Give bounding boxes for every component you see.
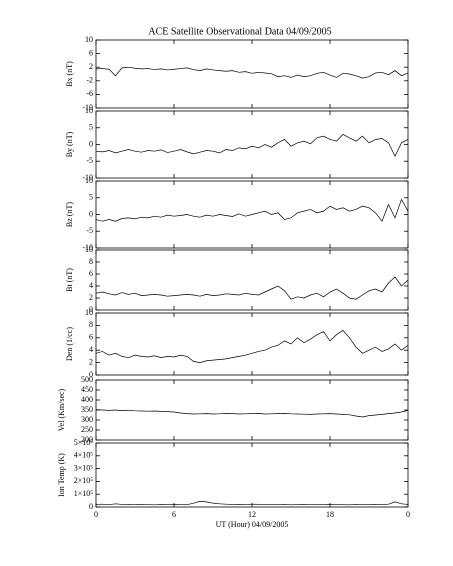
plot-frame: [95, 442, 409, 508]
y-tick-label: -10: [82, 173, 93, 182]
y-axis-label: Bx (nT): [65, 61, 74, 87]
y-tick-label: 350: [81, 405, 93, 414]
y-axis-label: Vel (Km/sec): [57, 388, 66, 431]
y-tick-label: -5: [86, 226, 93, 235]
y-tick-label: 10: [85, 106, 93, 115]
y-tick-label: 1×10⁵: [74, 489, 94, 498]
y-tick-label: 250: [81, 425, 93, 434]
y-tick-label: 8: [89, 257, 93, 266]
data-line: [95, 329, 409, 363]
y-tick-label: 200: [81, 435, 93, 444]
y-tick-label: 0: [89, 370, 93, 379]
y-tick-label: 6: [89, 269, 93, 278]
data-line: [95, 66, 409, 79]
y-tick-label: 0: [89, 139, 93, 148]
y-tick-label: 0: [89, 209, 93, 218]
data-line: [95, 134, 409, 158]
x-axis-label: UT (Hour) 04/09/2005: [216, 520, 289, 529]
y-tick-label: 6: [89, 48, 93, 57]
y-tick-label: 400: [81, 395, 93, 404]
x-tick-label: 0: [406, 510, 410, 519]
y-tick-label: -6: [86, 89, 93, 98]
y-tick-label: 10: [85, 176, 93, 185]
y-tick-label: 8: [89, 320, 93, 329]
y-tick-label: 10: [85, 308, 93, 317]
y-tick-label: 5: [89, 123, 93, 132]
y-axis-label: Bz (nT): [65, 202, 74, 227]
y-tick-label: 500: [81, 375, 93, 384]
y-tick-label: 2×10⁵: [74, 476, 94, 485]
x-tick-label: 18: [326, 510, 334, 519]
y-axis-label: Den (1/cc): [65, 327, 74, 361]
data-line: [95, 409, 409, 418]
y-tick-label: 2: [89, 293, 93, 302]
y-tick-label: -5: [86, 156, 93, 165]
y-tick-label: 10: [85, 35, 93, 44]
y-tick-label: 6: [89, 333, 93, 342]
y-axis-label: Ion Temp (K): [57, 453, 66, 497]
plot-frame: [95, 39, 409, 109]
y-tick-label: 4×10⁵: [74, 451, 94, 460]
y-tick-label: 4: [89, 345, 93, 354]
data-line: [95, 198, 409, 222]
y-tick-label: 5×10⁵: [74, 438, 94, 447]
x-tick-label: 12: [248, 510, 256, 519]
plot-frame: [95, 379, 409, 441]
chart-title: ACE Satellite Observational Data 04/09/2…: [148, 26, 331, 37]
y-tick-label: 300: [81, 415, 93, 424]
y-tick-label: -10: [82, 103, 93, 112]
y-tick-label: 4: [89, 281, 93, 290]
x-tick-label: 6: [172, 510, 176, 519]
y-tick-label: 0: [89, 502, 93, 511]
y-tick-label: 2: [89, 357, 93, 366]
y-tick-label: 3×10⁵: [74, 463, 94, 472]
plot-frame: [95, 249, 409, 311]
y-tick-label: -2: [86, 76, 93, 85]
y-tick-label: 5: [89, 193, 93, 202]
plot-frame: [95, 312, 409, 376]
y-tick-label: -10: [82, 243, 93, 252]
y-tick-label: 10: [85, 245, 93, 254]
y-tick-label: 2: [89, 62, 93, 71]
data-line: [95, 500, 409, 506]
y-tick-label: 0: [89, 305, 93, 314]
y-axis-label: Bt (nT): [65, 268, 74, 292]
y-tick-label: 450: [81, 385, 93, 394]
data-line: [95, 276, 409, 300]
plot-frame: [95, 110, 409, 179]
y-axis-label: By (nT): [65, 131, 74, 157]
x-tick-label: 0: [94, 510, 98, 519]
